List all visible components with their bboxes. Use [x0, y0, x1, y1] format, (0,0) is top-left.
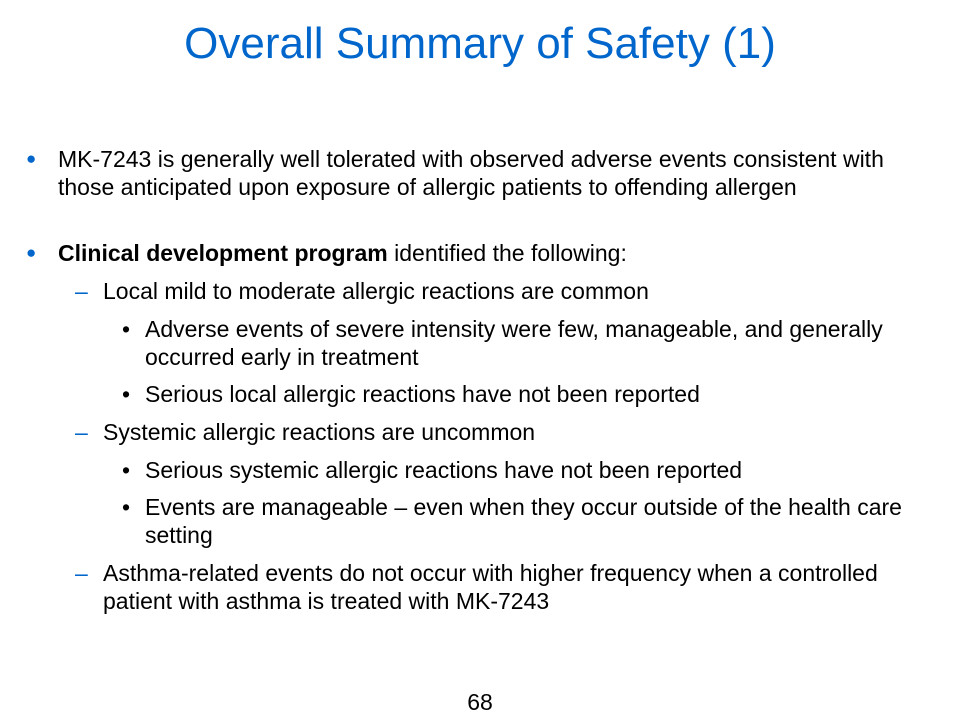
- sub-sub-bullet-events-manageable: • Events are manageable – even when they…: [0, 493, 960, 549]
- sub-bullet-text: Systemic allergic reactions are uncommon: [103, 419, 536, 445]
- sub-sub-bullet-severe-intensity: • Adverse events of severe intensity wer…: [0, 315, 960, 371]
- sub-bullet-text: Asthma-related events do not occur with …: [103, 560, 878, 614]
- dot-marker: •: [122, 457, 131, 483]
- sub-sub-bullet-text: Serious systemic allergic reactions have…: [145, 457, 743, 483]
- bullet-tolerability: ● MK-7243 is generally well tolerated wi…: [0, 145, 960, 201]
- sub-sub-bullet-serious-systemic: • Serious systemic allergic reactions ha…: [0, 456, 960, 484]
- dot-marker: •: [122, 494, 131, 520]
- bullet-marker: ●: [26, 243, 37, 262]
- sub-bullet-text: Local mild to moderate allergic reaction…: [103, 278, 649, 304]
- slide-body: ● MK-7243 is generally well tolerated wi…: [0, 145, 960, 615]
- dash-marker: –: [75, 560, 88, 586]
- dash-marker: –: [75, 278, 88, 304]
- sub-sub-bullet-serious-local: • Serious local allergic reactions have …: [0, 380, 960, 408]
- sub-bullet-systemic-reactions: – Systemic allergic reactions are uncomm…: [0, 418, 960, 446]
- dot-marker: •: [122, 316, 131, 342]
- bullet-clinical-development: ● Clinical development program identifie…: [0, 239, 960, 267]
- sub-sub-bullet-text: Adverse events of severe intensity were …: [145, 316, 883, 370]
- dot-marker: •: [122, 381, 131, 407]
- bullet-text: identified the following:: [387, 240, 627, 266]
- sub-bullet-asthma-events: – Asthma-related events do not occur wit…: [0, 559, 960, 615]
- sub-sub-bullet-text: Events are manageable – even when they o…: [145, 494, 902, 548]
- bullet-marker: ●: [26, 149, 37, 168]
- sub-bullet-local-reactions: – Local mild to moderate allergic reacti…: [0, 277, 960, 305]
- page-number: 68: [467, 689, 493, 715]
- bullet-text: MK-7243 is generally well tolerated with…: [58, 146, 884, 200]
- bullet-bold-text: Clinical development program: [58, 240, 388, 266]
- dash-marker: –: [75, 419, 88, 445]
- sub-sub-bullet-text: Serious local allergic reactions have no…: [145, 381, 700, 407]
- slide-title: Overall Summary of Safety (1): [184, 19, 776, 68]
